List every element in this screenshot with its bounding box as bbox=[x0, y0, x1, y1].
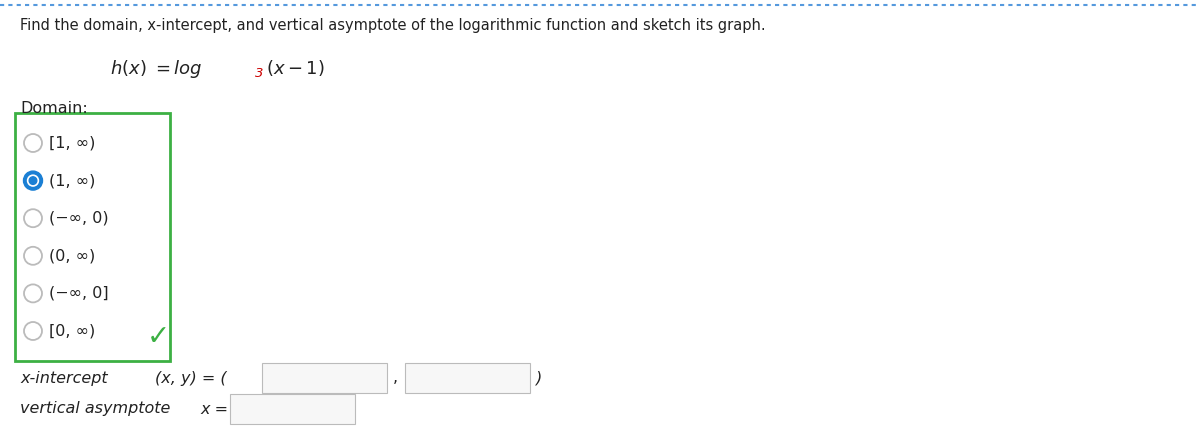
Text: 3: 3 bbox=[254, 67, 263, 80]
Text: [0, ∞): [0, ∞) bbox=[49, 323, 95, 339]
Circle shape bbox=[29, 177, 37, 184]
Text: ,: , bbox=[394, 371, 398, 385]
Text: Domain:: Domain: bbox=[20, 101, 88, 116]
Text: x-intercept: x-intercept bbox=[20, 371, 108, 385]
Text: $(x - 1)$: $(x - 1)$ bbox=[266, 58, 325, 78]
Circle shape bbox=[24, 171, 42, 190]
Circle shape bbox=[28, 175, 38, 186]
Text: x =: x = bbox=[200, 401, 228, 417]
Text: (x, y) = (: (x, y) = ( bbox=[155, 371, 227, 385]
FancyBboxPatch shape bbox=[406, 363, 530, 393]
Text: [1, ∞): [1, ∞) bbox=[49, 136, 95, 151]
Text: (1, ∞): (1, ∞) bbox=[49, 173, 95, 188]
Text: (−∞, 0): (−∞, 0) bbox=[49, 211, 109, 226]
Text: vertical asymptote: vertical asymptote bbox=[20, 401, 170, 417]
Text: $h(x)$ $= \mathregular{log}$: $h(x)$ $= \mathregular{log}$ bbox=[110, 58, 203, 80]
Text: ): ) bbox=[536, 371, 542, 385]
FancyBboxPatch shape bbox=[230, 394, 355, 424]
Text: Find the domain, x-intercept, and vertical asymptote of the logarithmic function: Find the domain, x-intercept, and vertic… bbox=[20, 18, 766, 33]
Text: ✓: ✓ bbox=[146, 323, 169, 351]
Text: (0, ∞): (0, ∞) bbox=[49, 248, 95, 263]
FancyBboxPatch shape bbox=[262, 363, 386, 393]
Text: (−∞, 0]: (−∞, 0] bbox=[49, 286, 109, 301]
